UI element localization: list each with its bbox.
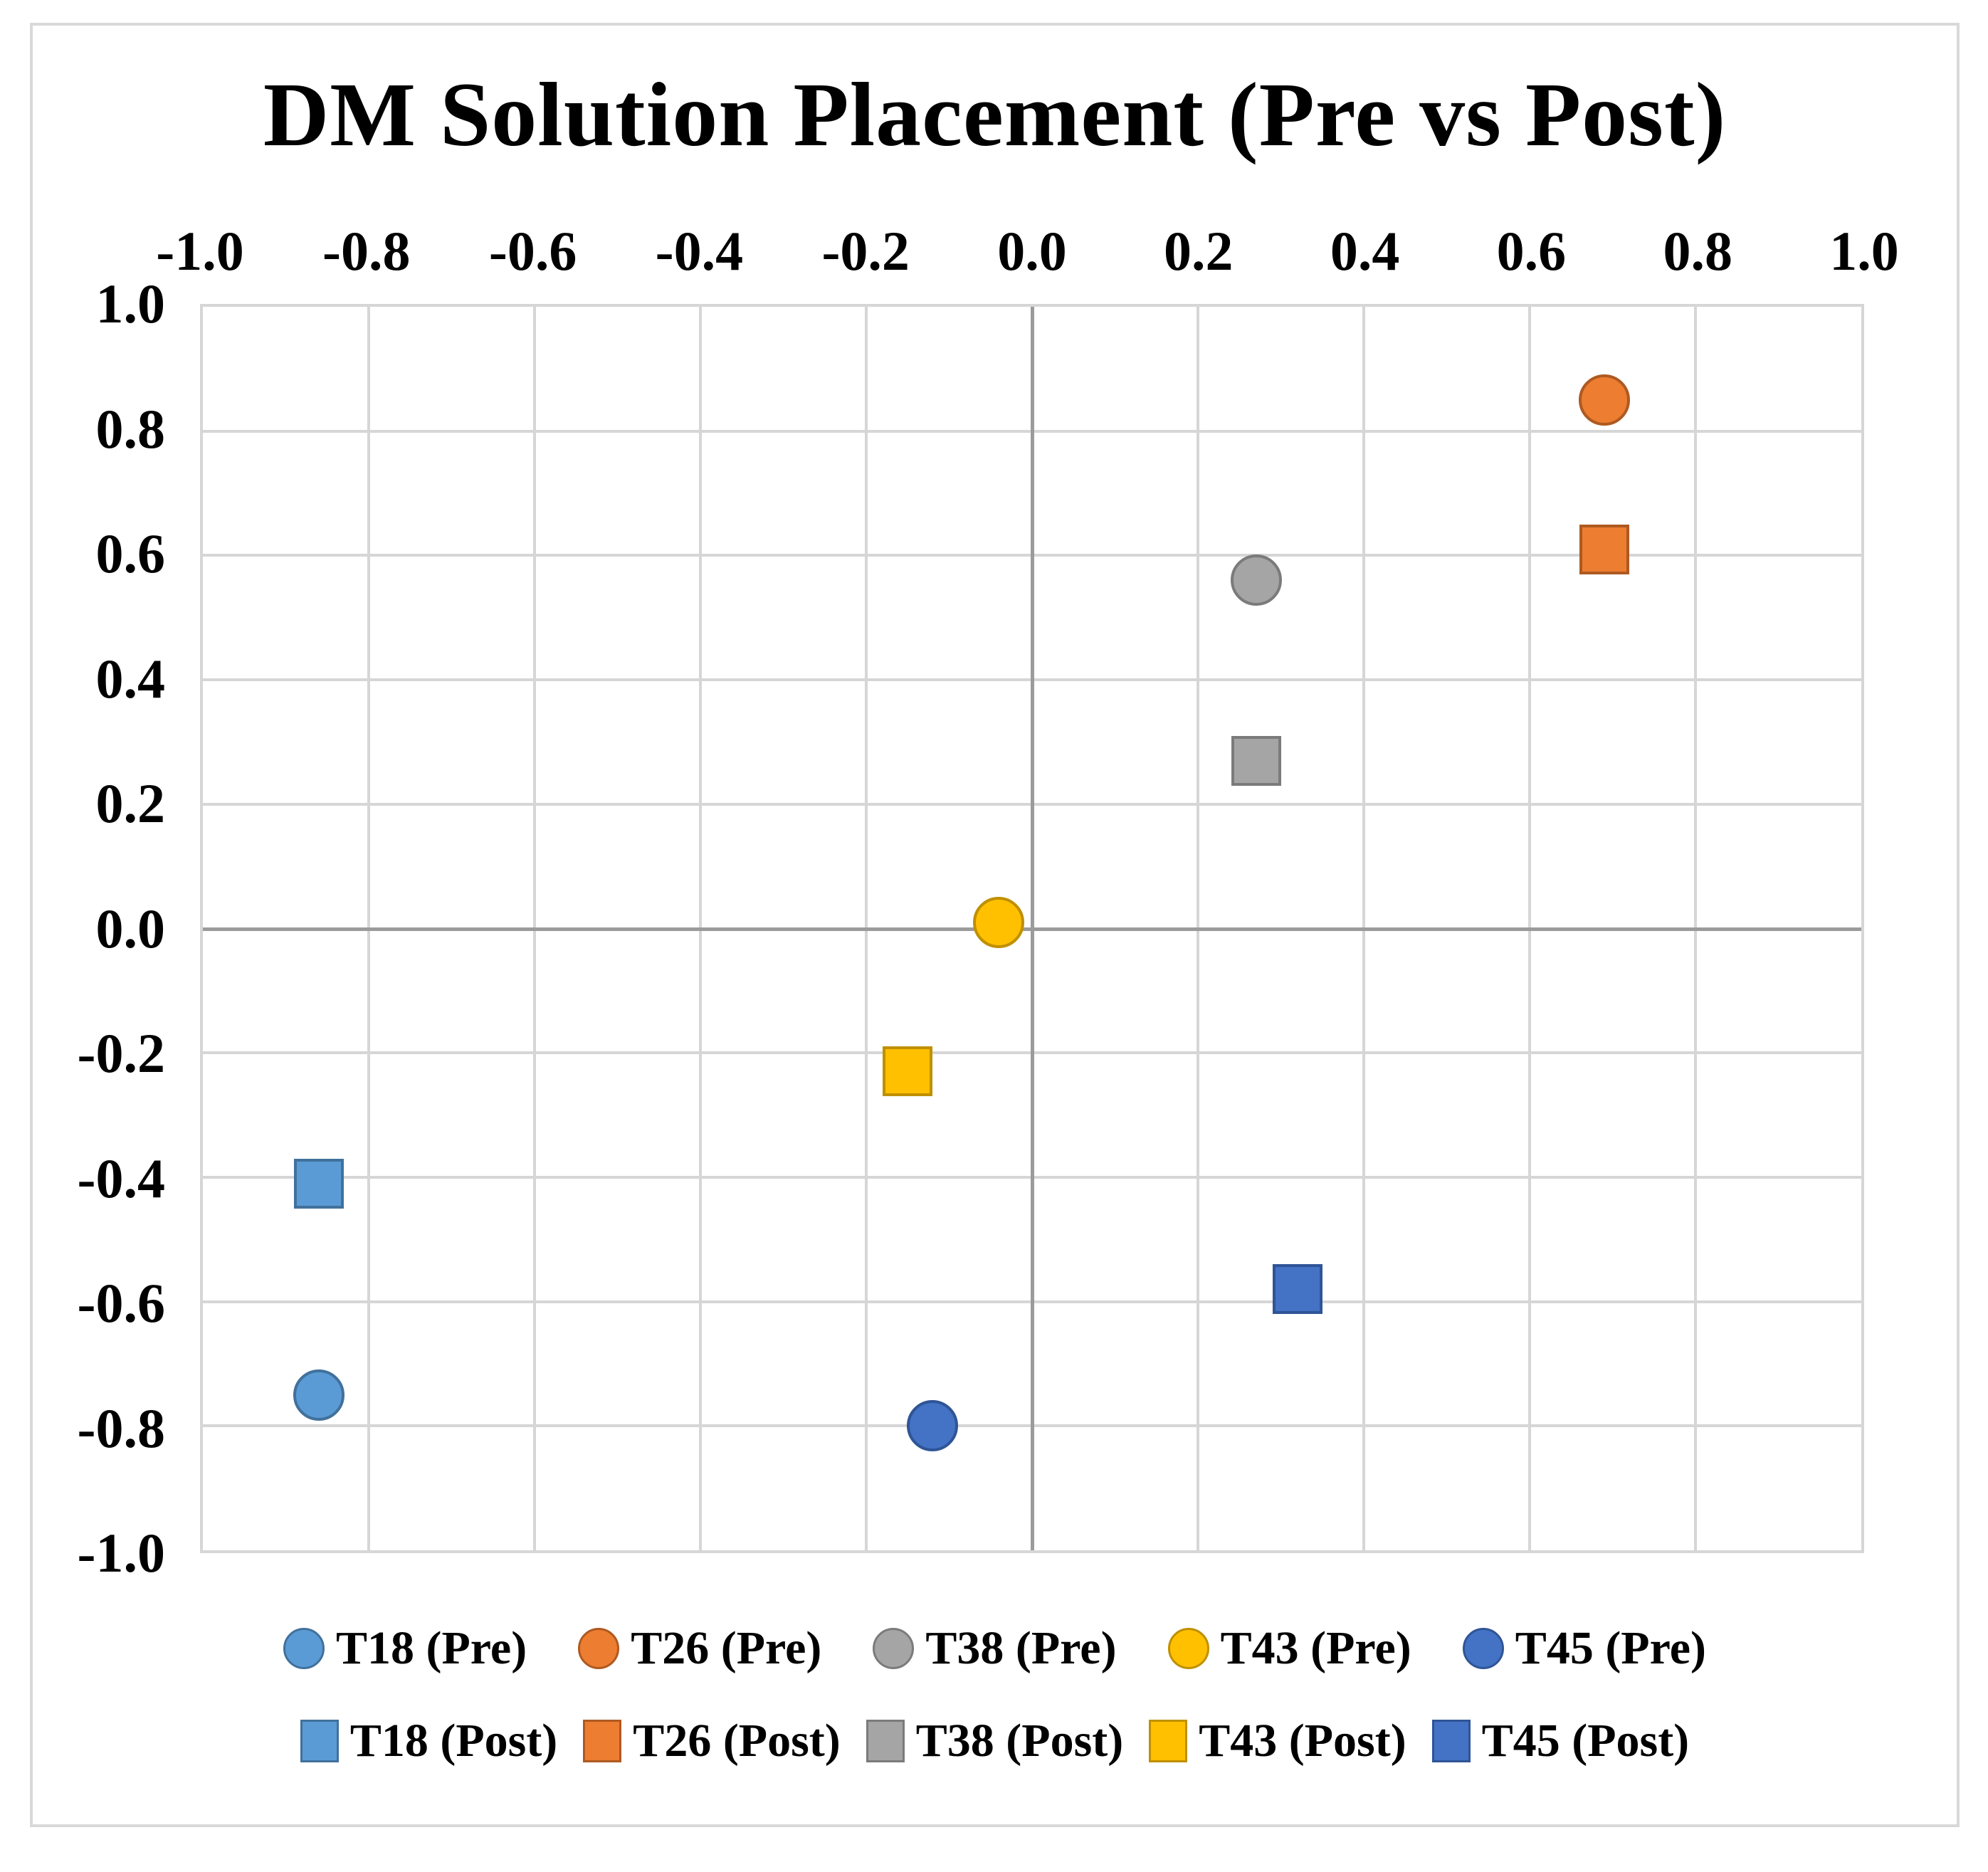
data-point-t18-pre <box>293 1369 345 1421</box>
legend-circle-icon <box>1462 1628 1504 1669</box>
legend-circle-icon <box>283 1628 325 1669</box>
legend-item-t38-pre: T38 (Pre) <box>873 1621 1117 1676</box>
legend-item-label: T18 (Pre) <box>335 1622 527 1674</box>
data-point-t43-post <box>883 1046 933 1097</box>
legend-item-label: T43 (Pre) <box>1220 1622 1411 1674</box>
legend-item-t43-post: T43 (Post) <box>1149 1714 1406 1768</box>
y-tick-label: -1.0 <box>77 1522 165 1584</box>
legend-square-icon <box>1431 1720 1471 1762</box>
x-tick-label: 0.4 <box>1330 220 1400 282</box>
legend-item-t26-pre: T26 (Pre) <box>578 1621 821 1676</box>
y-tick-label: 0.8 <box>95 397 166 460</box>
legend-row-pre: T18 (Pre) T26 (Pre) T38 (Pre) T43 (Pre) T45 … <box>33 1621 1957 1676</box>
legend-square-icon <box>866 1720 905 1762</box>
legend-square-icon <box>300 1720 339 1762</box>
legend-item-label: T38 (Post) <box>915 1715 1124 1767</box>
legend-item-label: T26 (Pre) <box>631 1622 822 1674</box>
data-point-t26-pre <box>1578 374 1630 426</box>
y-tick-label: 0.4 <box>95 647 166 710</box>
legend-item-t43-pre: T43 (Pre) <box>1167 1621 1411 1676</box>
y-tick-label: -0.8 <box>77 1397 165 1459</box>
legend-circle-icon <box>578 1628 620 1669</box>
legend-circle-icon <box>1167 1628 1209 1669</box>
x-tick-label: -0.4 <box>655 220 744 282</box>
legend-item-label: T38 (Pre) <box>925 1622 1117 1674</box>
legend-item-label: T43 (Post) <box>1199 1715 1406 1767</box>
legend-item-t26-post: T26 (Post) <box>583 1714 841 1768</box>
y-axis-tick-labels: 1.0 0.8 0.6 0.4 0.2 0.0 -0.2 -0.4 -0.6 -0.8 -1.0 <box>33 273 166 1584</box>
y-tick-label: -0.6 <box>77 1272 165 1334</box>
x-tick-label: 0.6 <box>1496 220 1567 282</box>
legend-item-t18-post: T18 (Post) <box>300 1714 557 1768</box>
data-point-t43-pre <box>973 896 1025 948</box>
x-tick-label: -1.0 <box>156 220 244 282</box>
y-tick-label: -0.4 <box>77 1147 165 1209</box>
x-tick-label: -0.8 <box>322 220 411 282</box>
y-tick-label: 1.0 <box>95 273 166 335</box>
legend-circle-icon <box>873 1628 915 1669</box>
x-tick-label: -0.2 <box>821 220 910 282</box>
plot-area <box>200 304 1864 1553</box>
y-tick-label: 0.0 <box>95 897 166 959</box>
legend-square-icon <box>583 1720 622 1762</box>
y-tick-label: 0.6 <box>95 522 166 584</box>
legend-item-t38-post: T38 (Post) <box>866 1714 1123 1768</box>
chart-title: DM Solution Placement (Pre vs Post) <box>263 64 1727 165</box>
data-point-t38-post <box>1231 735 1281 786</box>
x-tick-label: 0.8 <box>1663 220 1732 282</box>
legend-item-t45-post: T45 (Post) <box>1431 1714 1690 1768</box>
x-tick-label: 1.0 <box>1829 220 1899 282</box>
legend-item-label: T18 (Post) <box>349 1715 558 1767</box>
legend-item-label: T26 (Post) <box>633 1715 841 1767</box>
data-point-t45-pre <box>907 1400 959 1452</box>
y-tick-label: -0.2 <box>77 1022 165 1084</box>
x-tick-label: -0.6 <box>488 220 577 282</box>
legend-item-label: T45 (Post) <box>1481 1715 1690 1767</box>
legend-row-post: T18 (Post) T26 (Post) T38 (Post) T43 (Post)… <box>33 1714 1957 1768</box>
data-point-t26-post <box>1579 524 1629 574</box>
data-point-t18-post <box>294 1158 345 1209</box>
figure-frame: DM Solution Placement (Pre vs Post) -1.0… <box>30 23 1960 1827</box>
x-axis-tick-labels: -1.0 -0.8 -0.6 -0.4 -0.2 0.0 0.2 0.4 0.6 0.8 1.0 <box>156 205 1898 283</box>
y-tick-label: 0.2 <box>95 772 166 834</box>
data-point-t38-pre <box>1230 554 1282 606</box>
x-tick-label: 0.2 <box>1164 220 1234 282</box>
legend-item-t18-pre: T18 (Pre) <box>283 1621 527 1676</box>
x-tick-label: 0.0 <box>997 220 1067 282</box>
legend-square-icon <box>1149 1720 1188 1762</box>
zero-axis-horizontal <box>203 927 1861 931</box>
legend-item-t45-pre: T45 (Pre) <box>1462 1621 1706 1676</box>
legend-item-label: T45 (Pre) <box>1515 1622 1706 1674</box>
data-point-t45-post <box>1272 1264 1322 1315</box>
